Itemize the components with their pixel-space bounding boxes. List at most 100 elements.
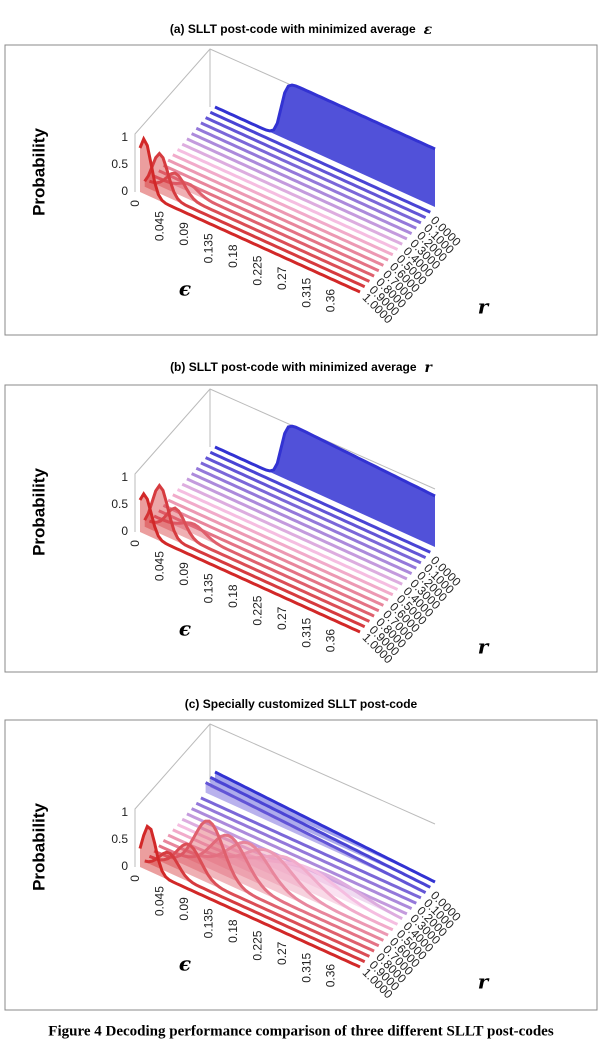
z-tick-label: 1 bbox=[121, 470, 128, 484]
ribbon bbox=[209, 450, 431, 554]
title-symbol: ε bbox=[424, 22, 433, 38]
x-tick-label: 0 bbox=[128, 540, 142, 547]
z-axis-label: Probability bbox=[29, 128, 48, 216]
ribbon bbox=[148, 506, 371, 623]
x-tick-label: 0.27 bbox=[275, 941, 289, 965]
x-tick-label: 0.225 bbox=[250, 595, 264, 625]
ribbon bbox=[153, 514, 375, 618]
panel: (a) SLLT post-code with minimized averag… bbox=[4, 22, 598, 336]
chart-area: 0 0.5 1 Probability 0 0.045 0.09 0.135 0.18 0.225… bbox=[29, 388, 490, 667]
z-tick-label: 0.5 bbox=[111, 497, 128, 511]
ribbon bbox=[204, 781, 427, 894]
x-axis-label: ϵ bbox=[179, 952, 191, 976]
x-axis-label: ϵ bbox=[179, 617, 191, 641]
x-tick-label: 0 bbox=[128, 875, 142, 882]
title-text: (a) SLLT post-code with minimized averag… bbox=[170, 22, 416, 36]
x-tick-label: 0.36 bbox=[324, 629, 338, 653]
ribbon bbox=[162, 164, 385, 267]
x-tick-label: 0.315 bbox=[299, 952, 313, 982]
ribbon bbox=[176, 488, 399, 591]
x-tick-label: 0 bbox=[128, 200, 142, 207]
ribbon bbox=[186, 477, 408, 581]
chart-area: 0 0.5 1 Probability 0 0.045 0.09 0.135 0.18 0.225… bbox=[29, 48, 490, 327]
x-tick-label: 0.09 bbox=[177, 897, 191, 921]
ribbon bbox=[214, 424, 436, 498]
ribbon bbox=[153, 174, 375, 278]
x-tick-label: 0.045 bbox=[153, 886, 167, 916]
z-tick-label: 0.5 bbox=[111, 157, 128, 171]
z-tick-label: 0 bbox=[121, 524, 128, 538]
x-axis-label: ϵ bbox=[179, 277, 191, 301]
z-axis-label: Probability bbox=[29, 803, 48, 891]
z-tick-label: 1 bbox=[121, 130, 128, 144]
x-tick-label: 0.36 bbox=[324, 289, 338, 313]
ribbon bbox=[214, 83, 436, 151]
ribbon-fill bbox=[154, 516, 375, 617]
ribbon-fill bbox=[215, 426, 435, 547]
ribbon bbox=[209, 110, 431, 214]
title-text: (c) Specially customized SLLT post-code bbox=[185, 697, 418, 711]
ribbon bbox=[190, 472, 413, 575]
ribbon bbox=[190, 807, 413, 910]
x-tick-label: 0.27 bbox=[275, 606, 289, 630]
ribbon bbox=[181, 142, 403, 246]
ribbon bbox=[195, 801, 417, 905]
ribbon bbox=[190, 132, 413, 235]
ribbon bbox=[143, 483, 366, 629]
title-text: (b) SLLT post-code with minimized averag… bbox=[170, 360, 417, 374]
panel: (b) SLLT post-code with minimized averag… bbox=[4, 360, 598, 673]
ribbon bbox=[214, 770, 436, 884]
panel-title: (a) SLLT post-code with minimized averag… bbox=[170, 22, 433, 38]
x-tick-label: 0.09 bbox=[177, 562, 191, 586]
x-tick-label: 0.315 bbox=[299, 277, 313, 307]
ribbon bbox=[148, 171, 371, 283]
ribbon-fill bbox=[149, 843, 370, 957]
ribbon bbox=[138, 823, 361, 969]
title-symbol: r bbox=[425, 360, 434, 376]
ribbon bbox=[181, 482, 403, 586]
ribbon bbox=[204, 116, 427, 219]
ribbon bbox=[172, 153, 394, 257]
ribbon bbox=[200, 796, 422, 900]
ribbon-fill bbox=[154, 821, 375, 952]
panel: (c) Specially customized SLLT post-code 0… bbox=[4, 697, 598, 1011]
x-tick-label: 0.135 bbox=[202, 233, 216, 263]
caption: Figure 4 Decoding performance comparison… bbox=[48, 1023, 554, 1039]
y-axis-label: r bbox=[478, 295, 490, 319]
ribbon bbox=[138, 491, 361, 634]
ribbon bbox=[200, 121, 422, 225]
ribbon bbox=[158, 833, 380, 948]
ribbon bbox=[167, 498, 389, 602]
x-tick-label: 0.18 bbox=[226, 919, 240, 943]
ribbon bbox=[195, 126, 417, 230]
x-tick-label: 0.135 bbox=[202, 908, 216, 938]
x-tick-label: 0.225 bbox=[250, 930, 264, 960]
z-tick-label: 0 bbox=[121, 184, 128, 198]
ribbon bbox=[186, 137, 408, 241]
ribbon bbox=[167, 158, 389, 262]
ribbon-fill bbox=[144, 852, 365, 962]
ribbon bbox=[138, 135, 361, 294]
ribbon-fill bbox=[158, 835, 379, 946]
ribbon bbox=[158, 509, 380, 613]
ribbon bbox=[143, 151, 366, 289]
ribbon bbox=[153, 819, 375, 953]
panel-title: (b) SLLT post-code with minimized averag… bbox=[170, 360, 433, 376]
ribbon bbox=[200, 461, 422, 565]
z-tick-label: 1 bbox=[121, 805, 128, 819]
z-tick-label: 0.5 bbox=[111, 832, 128, 846]
x-tick-label: 0.27 bbox=[275, 266, 289, 290]
x-tick-label: 0.18 bbox=[226, 584, 240, 608]
ribbon bbox=[162, 504, 385, 607]
x-tick-label: 0.225 bbox=[250, 255, 264, 285]
chart-area: 0 0.5 1 Probability 0 0.045 0.09 0.135 0.18 0.225… bbox=[29, 723, 490, 1002]
x-tick-label: 0.18 bbox=[226, 244, 240, 268]
ribbon bbox=[144, 850, 366, 964]
panel-title: (c) Specially customized SLLT post-code bbox=[185, 697, 418, 711]
ribbon bbox=[176, 148, 399, 251]
ribbon-fill bbox=[215, 85, 435, 207]
x-tick-label: 0.315 bbox=[299, 617, 313, 647]
ribbon bbox=[204, 456, 427, 559]
x-tick-label: 0.36 bbox=[324, 964, 338, 988]
